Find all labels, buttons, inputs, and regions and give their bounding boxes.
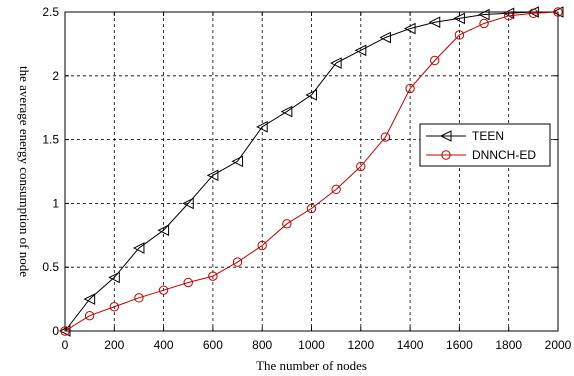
data-point-teen: [551, 6, 564, 18]
x-tick-label: 1200: [347, 338, 374, 352]
x-tick-label: 800: [252, 338, 272, 352]
grid-lines: [65, 12, 558, 331]
data-point-teen: [157, 224, 170, 237]
x-axis-label: The number of nodes: [256, 358, 367, 373]
legend-marker-teen: [439, 130, 452, 142]
data-point-teen: [330, 57, 342, 69]
legend-label-teen: TEEN: [472, 129, 504, 143]
x-tick-label: 1800: [495, 338, 522, 352]
legend-label-dnnch-ed: DNNCH-ED: [472, 148, 536, 162]
data-point-teen: [132, 242, 145, 254]
data-point-dnnch-ed: [208, 271, 218, 281]
y-axis-label: the average energy consumption of node: [17, 66, 32, 277]
x-tick-label: 200: [104, 338, 124, 352]
data-point-teen: [280, 105, 293, 118]
series-line-teen: [64, 11, 558, 332]
data-point-dnnch-ed: [158, 285, 169, 295]
y-axis-ticks: 0 0.5 1 1.5 2 2.5: [42, 5, 558, 338]
data-point-teen: [83, 293, 96, 305]
data-point-dnnch-ed: [405, 83, 415, 94]
data-point-dnnch-ed: [504, 11, 514, 21]
data-point-dnnch-ed: [356, 161, 366, 172]
legend: TEEN DNNCH-ED: [419, 123, 551, 167]
data-point-dnnch-ed: [257, 240, 267, 251]
y-tick-label: 0.5: [42, 260, 59, 274]
legend-marker-shape: [441, 150, 451, 160]
y-tick-label: 2: [52, 69, 59, 83]
data-point-teen: [58, 325, 71, 337]
data-point-teen: [379, 31, 391, 44]
data-point-dnnch-ed: [553, 7, 563, 17]
x-tick-label: 0: [62, 338, 69, 352]
data-point-teen: [231, 155, 244, 168]
data-point-dnnch-ed: [60, 326, 70, 336]
data-point-teen: [354, 44, 367, 57]
data-point-teen: [305, 89, 317, 101]
data-point-dnnch-ed: [306, 203, 317, 214]
data-point-dnnch-ed: [454, 30, 465, 40]
data-point-dnnch-ed: [109, 302, 120, 312]
data-point-dnnch-ed: [84, 310, 95, 321]
data-point-dnnch-ed: [479, 18, 489, 29]
x-tick-label: 600: [203, 338, 223, 352]
y-tick-label: 1: [52, 196, 59, 210]
data-point-teen: [477, 8, 490, 21]
data-point-dnnch-ed: [232, 257, 243, 267]
series-dnnch-ed: [60, 7, 563, 336]
data-point-dnnch-ed: [380, 132, 391, 142]
x-tick-label: 1600: [446, 338, 473, 352]
x-tick-label: 1000: [298, 338, 325, 352]
data-point-dnnch-ed: [528, 8, 539, 18]
y-tick-label: 0: [52, 324, 59, 338]
data-point-teen: [403, 22, 416, 35]
legend-marker-shape: [439, 130, 452, 142]
x-tick-label: 2000: [545, 338, 572, 352]
data-point-teen: [428, 16, 441, 29]
series-group: [58, 6, 564, 337]
data-point-teen: [256, 121, 268, 133]
data-point-teen: [453, 12, 465, 25]
series-line-dnnch-ed: [64, 11, 559, 332]
data-point-dnnch-ed: [134, 293, 144, 303]
data-point-dnnch-ed: [331, 184, 341, 195]
legend-box: [419, 123, 551, 167]
data-point-dnnch-ed: [430, 55, 440, 66]
data-point-dnnch-ed: [183, 277, 193, 288]
legend-marker-dnnch-ed: [441, 150, 451, 160]
x-tick-label: 400: [154, 338, 174, 352]
y-tick-label: 2.5: [42, 5, 59, 19]
data-point-dnnch-ed: [282, 219, 292, 229]
data-point-teen: [182, 197, 194, 210]
data-point-teen: [206, 169, 219, 182]
x-tick-label: 1400: [397, 338, 424, 352]
data-point-teen: [108, 271, 120, 284]
y-tick-label: 1.5: [42, 133, 59, 147]
x-axis-ticks: 0 200 400 600 800 1000 1200 1400 1600 1800 2000: [62, 12, 572, 352]
